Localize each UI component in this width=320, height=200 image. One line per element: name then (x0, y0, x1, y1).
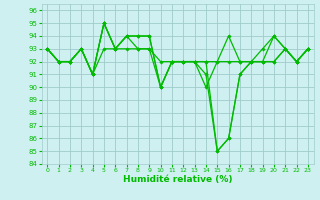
X-axis label: Humidité relative (%): Humidité relative (%) (123, 175, 232, 184)
